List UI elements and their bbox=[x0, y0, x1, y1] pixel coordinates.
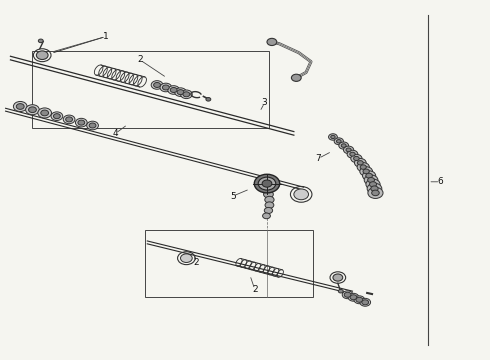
Circle shape bbox=[356, 297, 363, 302]
Circle shape bbox=[162, 85, 169, 90]
Circle shape bbox=[168, 86, 179, 94]
Circle shape bbox=[329, 134, 337, 140]
Circle shape bbox=[151, 81, 163, 89]
Circle shape bbox=[367, 183, 382, 194]
Circle shape bbox=[350, 152, 355, 156]
Circle shape bbox=[366, 179, 380, 189]
Circle shape bbox=[75, 118, 87, 127]
Circle shape bbox=[369, 182, 376, 187]
Circle shape bbox=[354, 158, 366, 167]
Circle shape bbox=[354, 157, 359, 161]
Circle shape bbox=[170, 87, 177, 93]
Circle shape bbox=[357, 163, 369, 172]
Text: 7: 7 bbox=[316, 154, 321, 163]
Circle shape bbox=[371, 186, 378, 191]
Circle shape bbox=[363, 171, 376, 180]
Circle shape bbox=[51, 112, 63, 121]
Circle shape bbox=[267, 39, 277, 45]
Circle shape bbox=[206, 98, 211, 101]
Circle shape bbox=[28, 107, 36, 113]
Circle shape bbox=[41, 110, 49, 116]
Circle shape bbox=[360, 167, 372, 176]
Text: 5: 5 bbox=[230, 192, 236, 201]
Circle shape bbox=[354, 296, 365, 304]
Circle shape bbox=[264, 207, 272, 213]
Circle shape bbox=[265, 202, 274, 208]
Circle shape bbox=[16, 104, 24, 109]
Circle shape bbox=[368, 187, 383, 198]
Circle shape bbox=[258, 177, 276, 190]
Circle shape bbox=[78, 120, 85, 125]
Circle shape bbox=[25, 105, 39, 115]
Circle shape bbox=[346, 148, 351, 152]
Text: 2: 2 bbox=[252, 285, 258, 294]
Circle shape bbox=[63, 115, 75, 124]
Circle shape bbox=[362, 300, 368, 305]
Circle shape bbox=[360, 298, 370, 306]
Circle shape bbox=[366, 173, 372, 178]
Circle shape bbox=[294, 189, 309, 200]
Text: 3: 3 bbox=[262, 98, 268, 107]
Circle shape bbox=[333, 274, 343, 281]
Circle shape bbox=[180, 90, 192, 99]
Circle shape bbox=[38, 39, 43, 42]
Circle shape bbox=[339, 142, 348, 149]
Circle shape bbox=[364, 175, 378, 185]
Circle shape bbox=[183, 92, 190, 97]
Circle shape bbox=[357, 161, 363, 165]
Circle shape bbox=[338, 289, 343, 293]
Circle shape bbox=[368, 177, 374, 183]
Circle shape bbox=[351, 154, 362, 163]
Circle shape bbox=[341, 144, 346, 147]
Text: 2: 2 bbox=[194, 258, 199, 267]
Circle shape bbox=[174, 88, 186, 96]
Circle shape bbox=[87, 121, 98, 130]
Text: 2: 2 bbox=[137, 55, 143, 64]
Circle shape bbox=[262, 185, 272, 193]
Text: 6: 6 bbox=[438, 177, 443, 186]
Circle shape bbox=[89, 123, 96, 128]
Circle shape bbox=[66, 117, 73, 122]
Circle shape bbox=[265, 196, 274, 203]
Circle shape bbox=[337, 140, 341, 143]
Circle shape bbox=[342, 291, 353, 299]
Circle shape bbox=[292, 74, 301, 81]
Circle shape bbox=[36, 51, 48, 59]
Circle shape bbox=[38, 108, 51, 118]
Circle shape bbox=[360, 165, 367, 169]
Circle shape bbox=[344, 292, 351, 297]
Circle shape bbox=[263, 213, 270, 219]
Bar bbox=[32, 51, 270, 128]
Circle shape bbox=[348, 293, 359, 301]
Circle shape bbox=[53, 114, 60, 119]
Circle shape bbox=[262, 180, 272, 187]
Circle shape bbox=[154, 82, 160, 87]
Text: 1: 1 bbox=[103, 32, 109, 41]
Text: 4: 4 bbox=[113, 129, 118, 138]
Circle shape bbox=[343, 146, 354, 154]
Circle shape bbox=[331, 135, 335, 139]
Bar bbox=[145, 230, 314, 297]
Circle shape bbox=[264, 191, 273, 198]
Circle shape bbox=[177, 90, 184, 95]
Circle shape bbox=[13, 102, 27, 112]
Circle shape bbox=[334, 138, 343, 145]
Circle shape bbox=[372, 190, 379, 196]
Circle shape bbox=[259, 180, 270, 188]
Circle shape bbox=[160, 83, 172, 92]
Circle shape bbox=[180, 254, 192, 262]
Circle shape bbox=[363, 169, 369, 174]
Circle shape bbox=[347, 150, 358, 158]
Circle shape bbox=[350, 295, 357, 300]
Circle shape bbox=[254, 174, 280, 193]
